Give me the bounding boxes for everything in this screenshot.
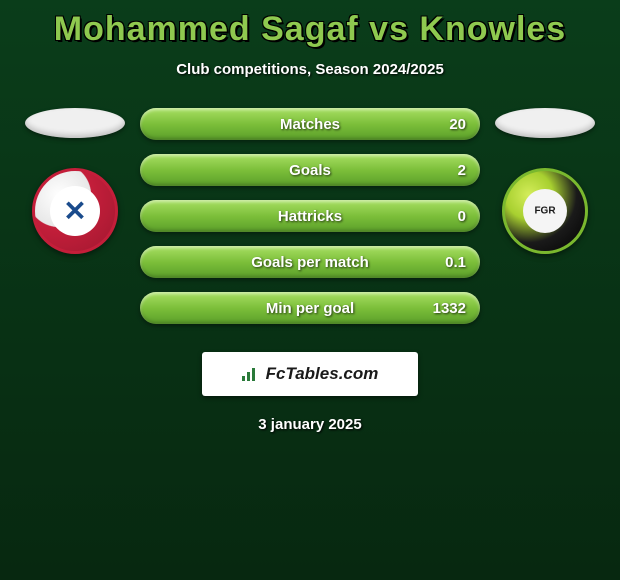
stat-bar-matches: Matches 20 [140,108,480,140]
stat-bars: Matches 20 Goals 2 Hattricks 0 Goals per… [140,108,480,324]
stat-label: Goals per match [251,254,369,271]
stat-label: Min per goal [266,300,354,317]
stat-label: Matches [280,116,340,133]
left-side [20,108,130,254]
stat-bar-goals-per-match: Goals per match 0.1 [140,246,480,278]
stat-value-right: 0.1 [445,254,466,271]
stat-label: Hattricks [278,208,342,225]
stat-value-right: 0 [458,208,466,225]
right-team-badge-icon [502,168,588,254]
right-side [490,108,600,254]
right-ellipse [495,108,595,138]
stat-value-right: 1332 [433,300,466,317]
brand-badge: FcTables.com [202,352,418,396]
subtitle: Club competitions, Season 2024/2025 [0,61,620,78]
stats-area: Matches 20 Goals 2 Hattricks 0 Goals per… [0,108,620,324]
stat-value-right: 20 [449,116,466,133]
page-title: Mohammed Sagaf vs Knowles [0,0,620,49]
stat-bar-goals: Goals 2 [140,154,480,186]
bar-chart-icon [242,367,260,381]
stat-label: Goals [289,162,331,179]
stat-bar-min-per-goal: Min per goal 1332 [140,292,480,324]
stat-value-right: 2 [458,162,466,179]
brand-text: FcTables.com [266,364,379,384]
footer-date: 3 january 2025 [0,416,620,433]
left-team-badge-icon [32,168,118,254]
stat-bar-hattricks: Hattricks 0 [140,200,480,232]
left-ellipse [25,108,125,138]
